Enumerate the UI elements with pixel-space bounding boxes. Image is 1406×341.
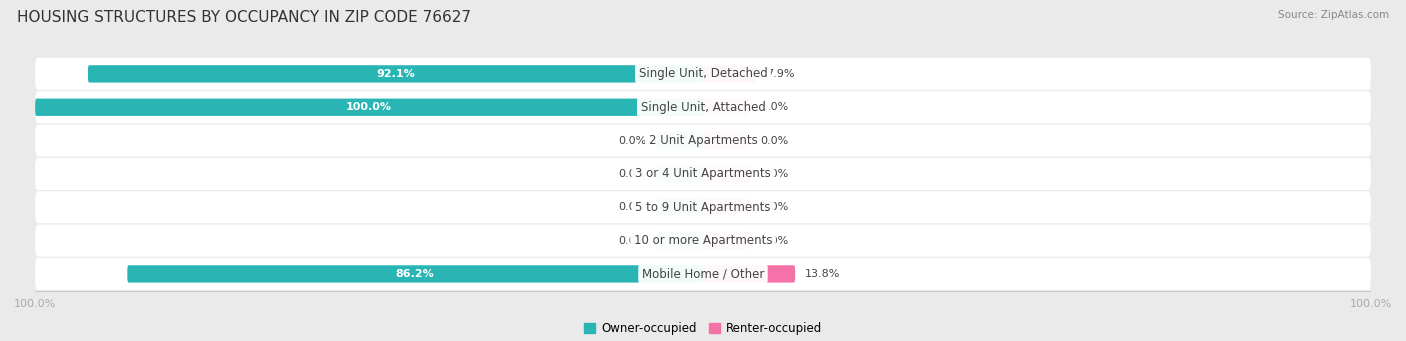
Text: 86.2%: 86.2% (395, 269, 434, 279)
FancyBboxPatch shape (703, 165, 749, 182)
Text: 0.0%: 0.0% (759, 136, 787, 146)
Text: 2 Unit Apartments: 2 Unit Apartments (648, 134, 758, 147)
Text: 0.0%: 0.0% (619, 136, 647, 146)
Text: 0.0%: 0.0% (759, 202, 787, 212)
Text: Single Unit, Attached: Single Unit, Attached (641, 101, 765, 114)
Text: Source: ZipAtlas.com: Source: ZipAtlas.com (1278, 10, 1389, 20)
Legend: Owner-occupied, Renter-occupied: Owner-occupied, Renter-occupied (579, 317, 827, 340)
Text: 13.8%: 13.8% (806, 269, 841, 279)
Text: 5 to 9 Unit Apartments: 5 to 9 Unit Apartments (636, 201, 770, 214)
FancyBboxPatch shape (35, 91, 1371, 123)
Text: 0.0%: 0.0% (759, 169, 787, 179)
FancyBboxPatch shape (89, 65, 703, 83)
FancyBboxPatch shape (703, 198, 749, 216)
Text: 0.0%: 0.0% (619, 202, 647, 212)
Text: 7.9%: 7.9% (766, 69, 794, 79)
Text: 3 or 4 Unit Apartments: 3 or 4 Unit Apartments (636, 167, 770, 180)
FancyBboxPatch shape (35, 158, 1371, 190)
FancyBboxPatch shape (657, 198, 703, 216)
FancyBboxPatch shape (35, 191, 1371, 223)
Text: 0.0%: 0.0% (759, 236, 787, 246)
Text: HOUSING STRUCTURES BY OCCUPANCY IN ZIP CODE 76627: HOUSING STRUCTURES BY OCCUPANCY IN ZIP C… (17, 10, 471, 25)
FancyBboxPatch shape (703, 232, 749, 249)
Text: 100.0%: 100.0% (346, 102, 392, 112)
Text: Single Unit, Detached: Single Unit, Detached (638, 68, 768, 80)
FancyBboxPatch shape (657, 165, 703, 182)
Text: 92.1%: 92.1% (375, 69, 415, 79)
Text: Mobile Home / Other: Mobile Home / Other (641, 267, 765, 280)
FancyBboxPatch shape (35, 258, 1371, 290)
FancyBboxPatch shape (657, 132, 703, 149)
FancyBboxPatch shape (703, 99, 749, 116)
FancyBboxPatch shape (35, 225, 1371, 256)
Text: 0.0%: 0.0% (619, 169, 647, 179)
Text: 0.0%: 0.0% (619, 236, 647, 246)
FancyBboxPatch shape (35, 124, 1371, 157)
Text: 10 or more Apartments: 10 or more Apartments (634, 234, 772, 247)
FancyBboxPatch shape (128, 265, 703, 283)
FancyBboxPatch shape (35, 58, 1371, 90)
FancyBboxPatch shape (703, 65, 756, 83)
FancyBboxPatch shape (657, 232, 703, 249)
Text: 0.0%: 0.0% (759, 102, 787, 112)
FancyBboxPatch shape (703, 265, 796, 283)
FancyBboxPatch shape (703, 132, 749, 149)
FancyBboxPatch shape (35, 99, 703, 116)
